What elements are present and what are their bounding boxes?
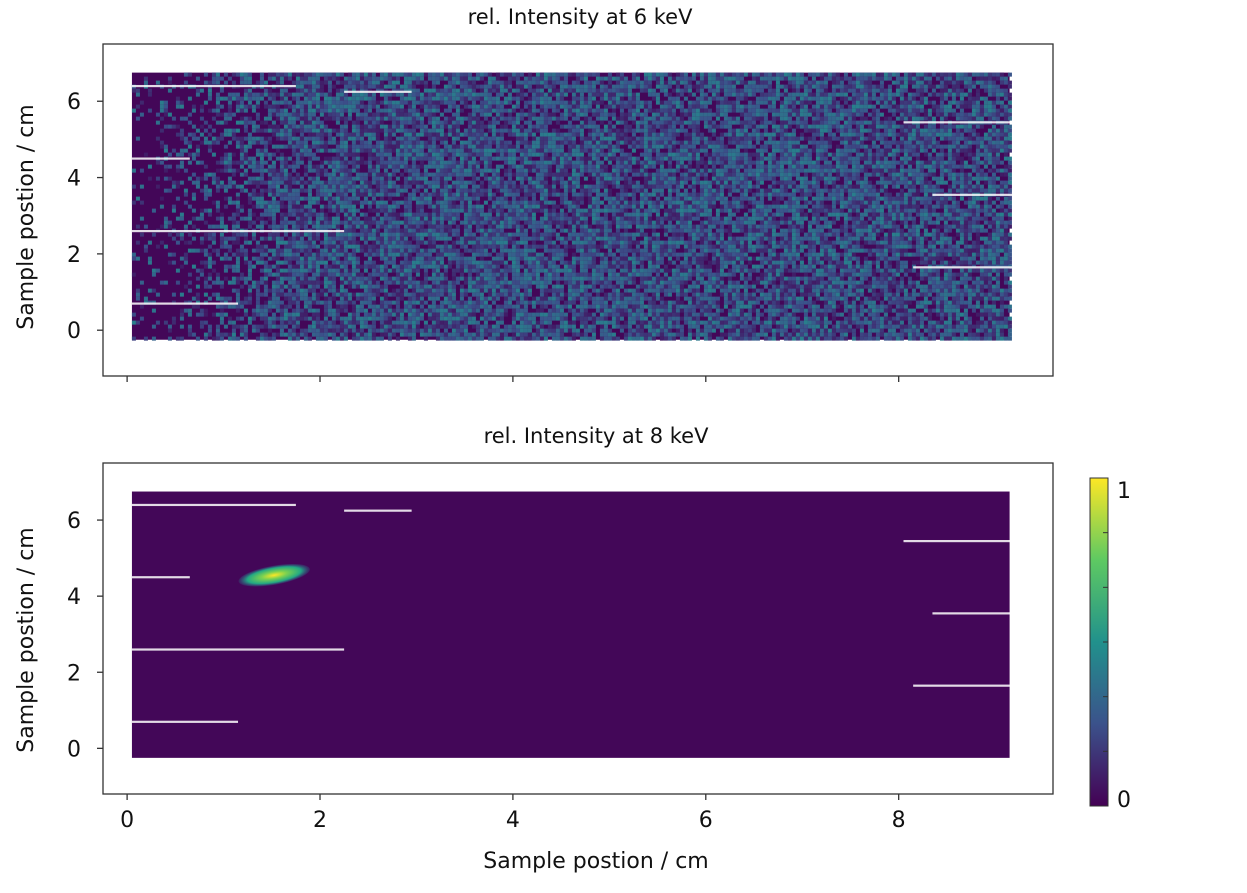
- heatmap-background: [131, 491, 1010, 758]
- x-tick-label: 8: [892, 808, 906, 833]
- y-axis: 0 2 4 6: [67, 509, 103, 762]
- panel-8kev: rel. Intensity at 8 keV 0 2 4 6 0 2 4 6 8 Sampl…: [14, 424, 1054, 874]
- panel-6kev: rel. Intensity at 6 keV 0 2 4 6 Sample post…: [14, 5, 1054, 382]
- heatmap-area: [131, 72, 1015, 341]
- colorbar-max-label: 1: [1117, 479, 1131, 504]
- y-axis-label: Sample postion / cm: [14, 104, 39, 329]
- y-tick-label: 0: [67, 737, 81, 762]
- y-tick-label: 2: [67, 243, 81, 268]
- hotspot: [238, 563, 310, 587]
- panel-title: rel. Intensity at 6 keV: [468, 5, 694, 29]
- colorbar-min-label: 0: [1117, 788, 1131, 813]
- y-tick-label: 6: [67, 509, 81, 534]
- y-tick-label: 4: [67, 167, 81, 192]
- x-axis-label: Sample postion / cm: [483, 849, 708, 874]
- plot-frame: [102, 462, 1054, 795]
- x-tick-label: 0: [120, 808, 134, 833]
- x-axis: 0 2 4 6 8: [120, 794, 906, 833]
- y-tick-label: 6: [67, 90, 81, 115]
- x-tick-label: 4: [506, 808, 520, 833]
- heatmap-speckle: [131, 72, 1012, 341]
- colorbar-ticks: [1103, 477, 1108, 807]
- x-tick-label: 2: [313, 808, 327, 833]
- scan-gaps: [131, 84, 1015, 305]
- x-tick-label: 6: [699, 808, 713, 833]
- scan-gaps: [131, 503, 1015, 723]
- colorbar: 1 0: [1089, 477, 1131, 813]
- heatmap-area: [131, 491, 1015, 758]
- plot-frame: [102, 43, 1054, 377]
- y-axis-label: Sample postion / cm: [14, 527, 39, 752]
- y-tick-label: 0: [67, 319, 81, 344]
- x-axis: [126, 376, 900, 382]
- y-tick-label: 4: [67, 585, 81, 610]
- y-tick-label: 2: [67, 661, 81, 686]
- panel-title: rel. Intensity at 8 keV: [484, 424, 710, 448]
- y-axis: 0 2 4 6: [67, 90, 103, 344]
